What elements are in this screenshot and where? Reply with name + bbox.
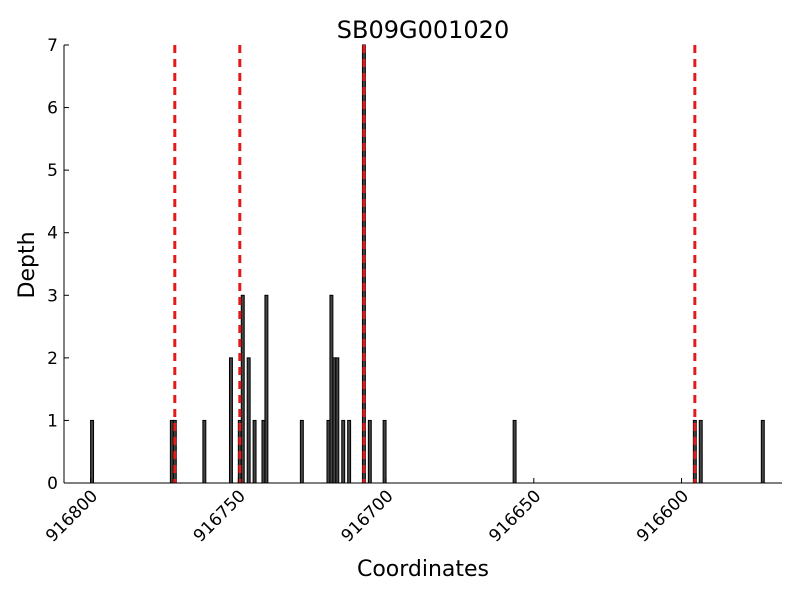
y-tick-label: 1 <box>47 411 58 431</box>
depth-bar <box>698 419 703 484</box>
y-tick-label: 0 <box>47 474 58 494</box>
depth-bar <box>90 419 95 484</box>
plot-area <box>90 44 765 484</box>
x-tick-label: 916750 <box>190 486 250 546</box>
depth-bar <box>341 419 346 484</box>
depth-bar <box>264 294 269 484</box>
y-tick-label: 4 <box>47 224 58 244</box>
depth-bar <box>335 357 340 484</box>
depth-bar <box>246 357 251 484</box>
y-ticks: 0 1 2 3 4 5 6 7 <box>47 36 69 494</box>
axes <box>63 45 782 484</box>
depth-bar <box>382 419 387 484</box>
depth-bar <box>228 357 233 484</box>
x-tick-label: 916800 <box>42 486 102 546</box>
depth-bar <box>240 294 245 484</box>
depth-bar <box>367 419 372 484</box>
y-tick-label: 5 <box>47 161 58 181</box>
y-tick-label: 2 <box>47 349 58 369</box>
y-tick-label: 7 <box>47 36 58 56</box>
depth-bar <box>347 419 352 484</box>
y-tick-label: 6 <box>47 99 58 119</box>
y-axis-label: Depth <box>15 231 40 298</box>
x-axis-label: Coordinates <box>357 557 489 582</box>
x-tick-label: 916600 <box>633 486 693 546</box>
x-ticks: 916800 916750 916700 916650 916600 <box>42 478 693 546</box>
depth-bar <box>299 419 304 484</box>
depth-bar <box>760 419 765 484</box>
depth-bar <box>252 419 257 484</box>
x-tick-label: 916700 <box>338 486 398 546</box>
chart-title: SB09G001020 <box>337 16 509 44</box>
depth-bar <box>512 419 517 484</box>
x-tick-label: 916650 <box>485 486 545 546</box>
depth-bar <box>361 44 366 484</box>
y-tick-label: 3 <box>47 286 58 306</box>
depth-bar <box>202 419 207 484</box>
